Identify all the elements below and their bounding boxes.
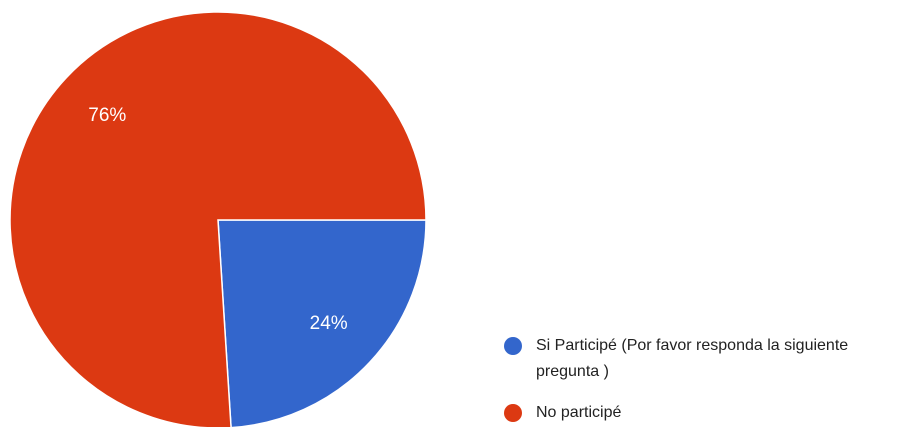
legend-item: Si Participé (Por favor responda la sigu…	[500, 333, 906, 385]
legend-label: No participé	[536, 404, 622, 421]
legend-item: No participé	[500, 400, 906, 426]
legend-swatch	[504, 337, 522, 355]
pie-slice	[217, 219, 427, 427]
legend-swatch	[504, 404, 522, 422]
slice-label: 24%	[310, 313, 348, 334]
pie-slice	[9, 11, 427, 427]
legend-label: Si Participé (Por favor responda la sigu…	[536, 337, 849, 380]
slice-label: 76%	[88, 105, 126, 126]
